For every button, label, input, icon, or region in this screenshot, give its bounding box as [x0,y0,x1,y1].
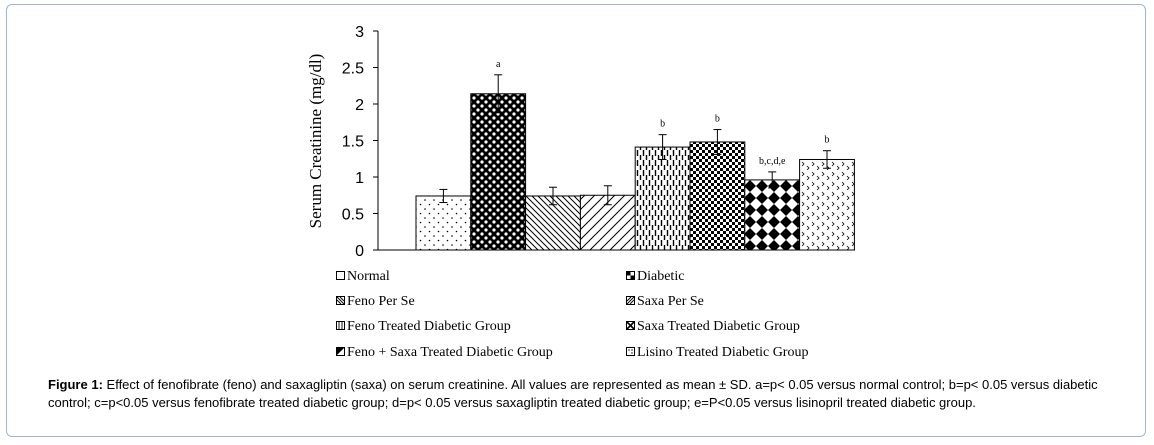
y-tick-label: 1.5 [342,134,364,151]
y-tick-label: 0.5 [342,207,364,224]
y-tick-label: 3 [355,24,364,41]
figure-caption: Figure 1: Effect of fenofibrate (feno) a… [48,376,1118,412]
bar-7 [744,179,801,251]
significance-label: b [660,119,665,130]
y-tick-label: 2.5 [342,61,364,78]
caption-label: Figure 1: [48,377,103,392]
caption-text: Effect of fenofibrate (feno) and saxagli… [48,377,1098,410]
significance-label: b,c,d,e [759,156,786,167]
y-tick-label: 0 [355,243,364,260]
bar-2 [470,93,527,251]
y-tick-label: 1 [355,170,364,187]
bar-8 [799,158,855,251]
bar-5 [634,146,691,251]
bar-6 [689,141,746,251]
y-tick-label: 2 [355,97,364,114]
significance-label: b [715,114,720,125]
significance-label: b [825,135,830,146]
y-axis-title: Serum Creatinine (mg/dl) [306,54,325,229]
bar-1 [415,195,472,251]
significance-label: a [496,59,501,70]
